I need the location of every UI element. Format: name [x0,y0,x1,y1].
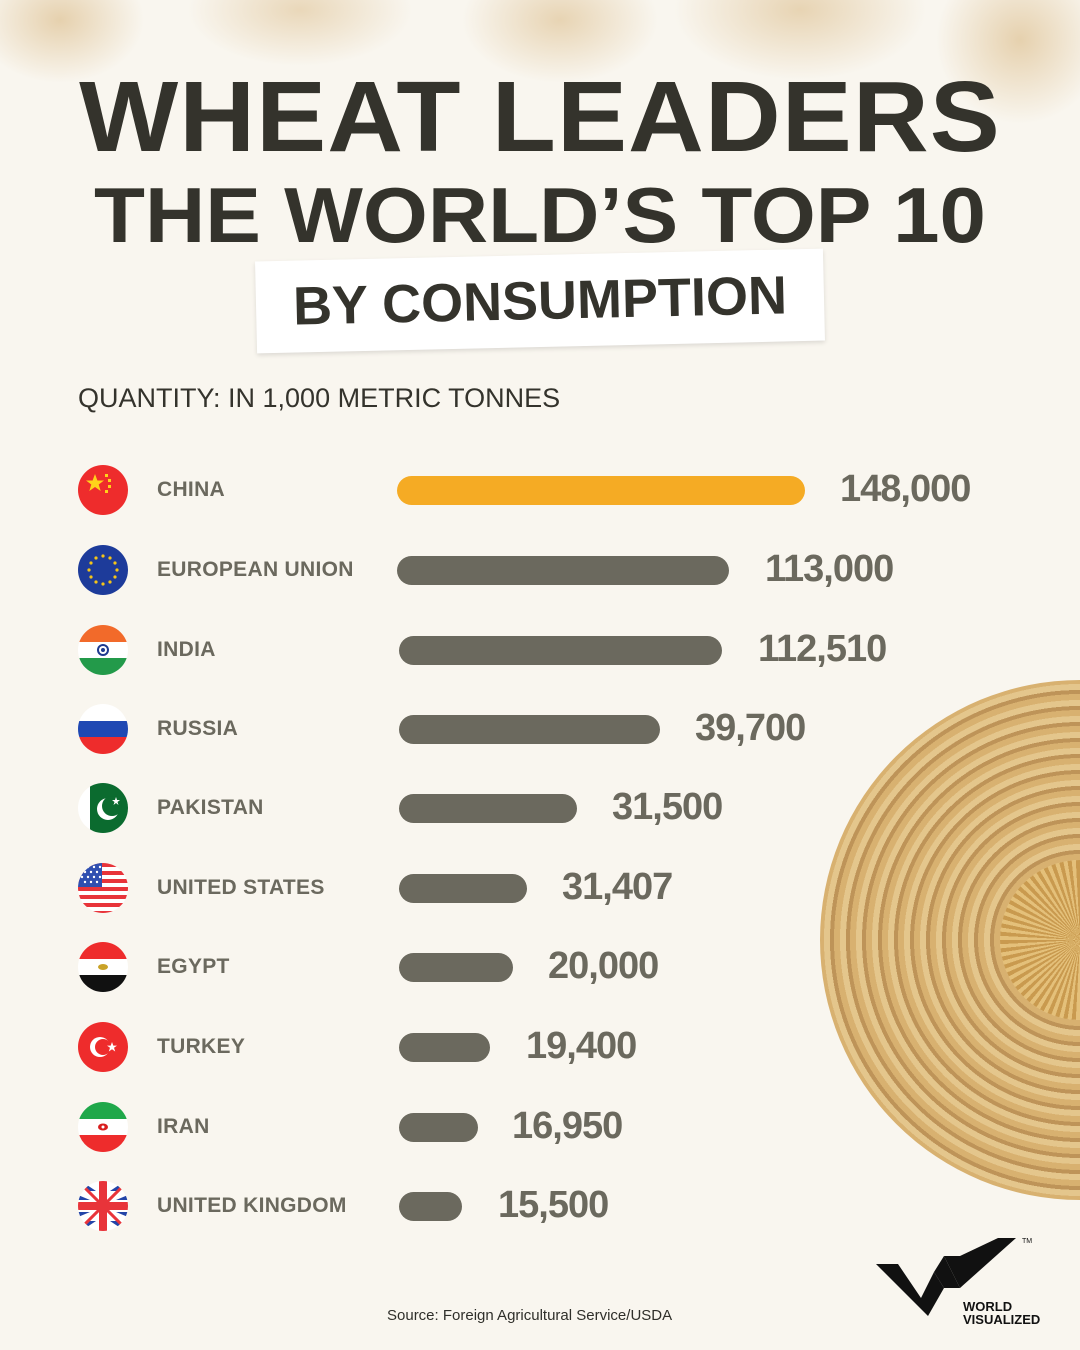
chart-row-china: CHINA 148,000 [0,450,1080,530]
chart-row-russia: RUSSIA 39,700 [0,689,1080,769]
source-note: Source: Foreign Agricultural Service/USD… [387,1307,673,1324]
country-label: CHINA [157,478,225,501]
value-label: 148,000 [840,468,971,510]
value-label: 16,950 [512,1105,623,1147]
chart-row-turkey: TURKEY 19,400 [0,1007,1080,1087]
bar-russia [399,715,660,744]
value-label: 31,500 [612,786,723,828]
bar-united-states [399,874,527,903]
country-label: EUROPEAN UNION [157,558,354,581]
india-flag-icon [78,625,128,675]
bar-china [397,476,805,505]
country-label: TURKEY [157,1035,246,1058]
bar-iran [399,1113,478,1142]
country-label: INDIA [157,638,216,661]
subtitle-label: BY CONSUMPTION [255,248,825,354]
bar-pakistan [399,794,577,823]
eu-flag-icon [78,545,128,595]
chart-row-european-union: EUROPEAN UNION 113,000 [0,530,1080,610]
chart-row-egypt: EGYPT 20,000 [0,927,1080,1007]
pakistan-flag-icon [78,783,128,833]
logo-line-2: VISUALIZED [963,1312,1041,1327]
value-label: 15,500 [498,1184,609,1226]
value-label: 20,000 [548,945,659,987]
bar-egypt [399,953,513,982]
chart-row-india: INDIA 112,510 [0,610,1080,690]
country-label: EGYPT [157,955,230,978]
unit-label: QUANTITY: IN 1,000 METRIC TONNES [78,383,561,413]
china-flag-icon [78,465,128,515]
uk-flag-icon [78,1181,128,1231]
turkey-flag-icon [78,1022,128,1072]
value-label: 19,400 [526,1025,637,1067]
bar-india [399,636,722,665]
chart-row-united-states: UNITED STATES 31,407 [0,848,1080,928]
logo-line-1: WORLD [963,1299,1013,1314]
wheat-decoration-top [0,0,1080,200]
country-label: UNITED STATES [157,876,325,899]
subtitle-text: BY CONSUMPTION [292,265,788,337]
bar-turkey [399,1033,490,1062]
country-label: PAKISTAN [157,796,264,819]
chart-row-iran: IRAN 16,950 [0,1087,1080,1167]
value-label: 31,407 [562,866,673,908]
chart-row-pakistan: PAKISTAN 31,500 [0,768,1080,848]
country-label: UNITED KINGDOM [157,1194,347,1217]
russia-flag-icon [78,704,128,754]
trademark-mark: TM [1022,1238,1033,1245]
title-line-2: THE WORLD’S TOP 10 [94,171,986,259]
value-label: 39,700 [695,707,806,749]
title-line-1: WHEAT LEADERS [79,61,1001,173]
egypt-flag-icon [78,942,128,992]
usa-flag-icon [78,863,128,913]
iran-flag-icon [78,1102,128,1152]
country-label: RUSSIA [157,717,239,740]
bar-united-kingdom [399,1192,462,1221]
value-label: 113,000 [765,548,894,590]
bar-european-union [397,556,729,585]
value-label: 112,510 [758,628,887,670]
country-label: IRAN [157,1115,210,1138]
logo-wordmark: WORLD VISUALIZED [963,1300,1040,1326]
chart-row-united-kingdom: UNITED KINGDOM 15,500 [0,1166,1080,1246]
world-visualized-logo-icon [876,1238,1016,1316]
